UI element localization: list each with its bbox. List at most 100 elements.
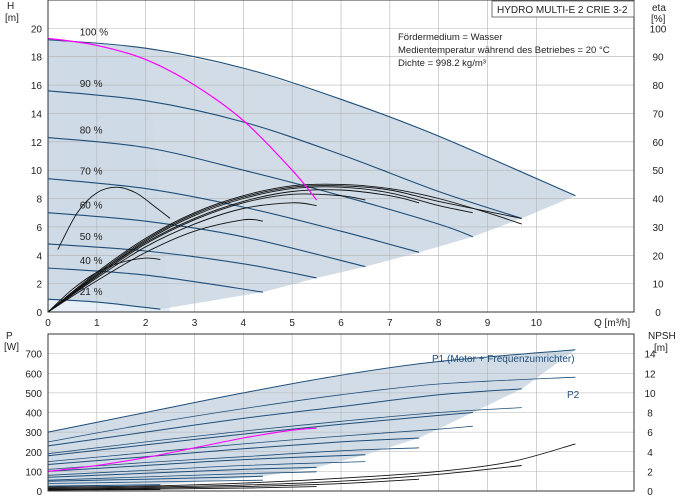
power-envelope xyxy=(48,349,576,487)
model-title-box xyxy=(491,0,635,18)
speed-label: 40 % xyxy=(80,256,103,267)
efficiency-curve xyxy=(47,189,420,313)
p2-curves xyxy=(47,376,576,484)
head-tick-label: 12 xyxy=(31,138,43,149)
efficiency-curve xyxy=(47,202,317,313)
npsh-tick-label: 4 xyxy=(647,448,653,459)
operating-envelope xyxy=(48,39,576,310)
efficiency-curve xyxy=(47,186,473,313)
p1-curve xyxy=(47,388,522,447)
x-tick-label: 1 xyxy=(94,318,100,329)
efficiency-curve xyxy=(47,218,263,313)
speed-curves xyxy=(47,39,576,310)
power-tick-label: 100 xyxy=(25,467,42,478)
npsh-axis-unit: [m] xyxy=(654,343,668,354)
p2-series-label: P2 xyxy=(567,390,580,401)
npsh-tick-labels: 0 2 4 6 8 10 12 14 xyxy=(644,350,656,498)
head-axis-unit: [m] xyxy=(5,13,19,24)
eta-axis-label: eta xyxy=(652,3,666,14)
power-tick-label: 600 xyxy=(25,369,42,380)
npsh-tick-label: 14 xyxy=(644,350,656,361)
power-axis-unit: [W] xyxy=(4,342,19,353)
head-axis-label: H xyxy=(7,1,14,12)
p1-curve xyxy=(47,437,420,465)
speed-curve xyxy=(47,137,473,238)
npsh-tick-label: 0 xyxy=(647,487,653,498)
p1-curve xyxy=(47,475,263,482)
head-y-tick-labels: 0 2 4 6 8 10 12 14 16 18 20 xyxy=(31,24,43,319)
info-line-temperature: Medientemperatur während des Betriebes =… xyxy=(398,45,610,56)
model-title: HYDRO MULTI-E 2 CRIE 3-2 xyxy=(497,5,628,16)
power-chart-panel: 0 100 200 300 400 500 600 700 0 2 4 6 8 10 12 14 P [W]… xyxy=(4,331,676,498)
npsh-curves xyxy=(47,443,576,491)
speed-label: 21 % xyxy=(80,287,103,298)
eta-tick-label: 70 xyxy=(652,109,664,120)
eta-axis-unit: [%] xyxy=(651,14,666,25)
speed-label: 90 % xyxy=(80,79,103,90)
eta-tick-label: 30 xyxy=(652,223,664,234)
flow-axis-label: Q [m³/h] xyxy=(594,318,630,329)
x-tick-label: 6 xyxy=(338,318,344,329)
speed-label: 50 % xyxy=(80,232,103,243)
power-y-tick-labels: 0 100 200 300 400 500 600 700 xyxy=(25,350,42,498)
eta-tick-label: 80 xyxy=(652,81,664,92)
efficiency-curves xyxy=(47,183,522,313)
eta-tick-labels: 0 10 20 30 40 50 60 70 80 90 100 xyxy=(650,24,667,319)
system-curve xyxy=(47,37,318,201)
head-plot-frame xyxy=(47,0,635,313)
speed-curve xyxy=(47,178,420,253)
efficiency-curve xyxy=(47,185,522,313)
npsh-tick-label: 6 xyxy=(647,428,653,439)
speed-label: 70 % xyxy=(80,167,103,178)
p1-curve xyxy=(47,484,161,487)
eta-tick-label: 20 xyxy=(652,251,664,262)
p2-curve xyxy=(47,447,420,470)
x-tick-label: 10 xyxy=(531,318,543,329)
npsh-curve xyxy=(47,465,522,489)
eta-tick-label: 40 xyxy=(652,195,664,206)
p1-curve xyxy=(47,349,576,433)
speed-label: 100 % xyxy=(80,28,108,39)
npsh-curve xyxy=(47,478,420,490)
speed-curve xyxy=(47,90,522,219)
p1-curve xyxy=(47,454,366,472)
eta-tick-label: 50 xyxy=(652,166,664,177)
p1-curve xyxy=(47,412,473,457)
power-tick-label: 700 xyxy=(25,350,42,361)
eta-tick-label: 10 xyxy=(652,280,664,291)
x-tick-label: 9 xyxy=(485,318,491,329)
speed-labels: 100 % 90 % 80 % 70 % 60 % 50 % 40 % 21 % xyxy=(80,28,108,299)
efficiency-curve xyxy=(57,186,171,250)
system-curve-group xyxy=(47,37,318,201)
x-tick-label: 5 xyxy=(289,318,295,329)
info-line-medium: Fördermedium = Wasser xyxy=(398,32,502,43)
p2-curve xyxy=(47,376,576,443)
power-tick-label: 0 xyxy=(36,487,42,498)
head-tick-label: 10 xyxy=(31,166,43,177)
head-tick-label: 6 xyxy=(36,223,42,234)
speed-curve xyxy=(47,39,576,197)
eta-tick-label: 0 xyxy=(655,308,661,319)
speed-curve xyxy=(47,212,366,268)
x-tick-label: 8 xyxy=(436,318,442,329)
npsh-curve xyxy=(47,489,161,491)
p2-curve xyxy=(47,471,317,481)
eta-tick-label: 100 xyxy=(650,24,667,35)
power-tick-label: 300 xyxy=(25,428,42,439)
p1-curve xyxy=(47,466,317,478)
head-tick-label: 2 xyxy=(36,280,42,291)
x-tick-label: 7 xyxy=(387,318,393,329)
head-tick-label: 0 xyxy=(36,308,42,319)
efficiency-curve xyxy=(47,183,522,313)
head-tick-label: 20 xyxy=(31,24,43,35)
npsh-tick-label: 10 xyxy=(644,389,656,400)
npsh-axis-label: NPSH xyxy=(648,331,676,342)
head-tick-label: 4 xyxy=(36,251,42,262)
power-tick-label: 400 xyxy=(25,409,42,420)
p2-curve xyxy=(47,425,473,462)
power-tick-label: 200 xyxy=(25,448,42,459)
speed-label: 80 % xyxy=(80,126,103,137)
p1-curves xyxy=(47,349,576,487)
npsh-curve xyxy=(47,486,317,490)
system-power-group xyxy=(47,427,317,472)
